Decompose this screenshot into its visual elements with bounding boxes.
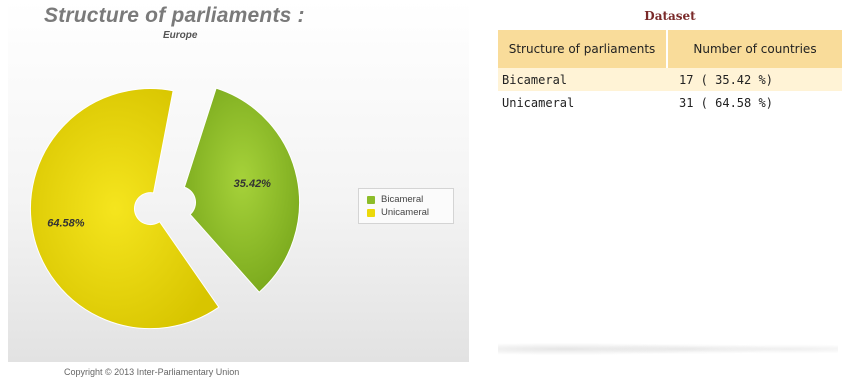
legend-label: Unicameral	[381, 207, 430, 218]
slice-label-unicameral: 64.58%	[47, 217, 85, 229]
chart-panel: Structure of parliaments : Europe 35.42%…	[8, 0, 469, 362]
legend-item-bicameral: Bicameral	[367, 193, 453, 206]
chart-legend: Bicameral Unicameral	[358, 188, 454, 224]
table-header-row: Structure of parliaments Number of count…	[498, 30, 842, 68]
chart-title: Structure of parliaments :	[44, 4, 305, 27]
cell-structure: Bicameral	[498, 68, 667, 91]
cell-structure: Unicameral	[498, 91, 667, 114]
slice-label-bicameral: 35.42%	[234, 178, 272, 190]
faded-text-smudge	[498, 338, 838, 360]
legend-label: Bicameral	[381, 194, 424, 205]
column-header-structure: Structure of parliaments	[498, 30, 668, 68]
dataset-title: Dataset	[644, 9, 696, 23]
cell-count: 31 ( 64.58 %)	[667, 91, 842, 114]
column-header-count: Number of countries	[667, 30, 842, 68]
copyright-text: Copyright © 2013 Inter-Parliamentary Uni…	[64, 367, 240, 377]
dataset-table: Structure of parliaments Number of count…	[498, 30, 842, 114]
table-row: Unicameral 31 ( 64.58 %)	[498, 91, 842, 114]
pie-slice-bicameral	[183, 87, 301, 293]
legend-swatch-unicameral	[367, 208, 375, 217]
legend-swatch-bicameral	[367, 195, 375, 204]
legend-item-unicameral: Unicameral	[367, 206, 453, 219]
cell-count: 17 ( 35.42 %)	[667, 68, 842, 91]
pie-chart: 35.42% 64.58%	[29, 87, 301, 330]
table-row: Bicameral 17 ( 35.42 %)	[498, 68, 842, 91]
pie-slice-unicameral	[29, 88, 220, 330]
chart-subtitle: Europe	[163, 30, 198, 41]
